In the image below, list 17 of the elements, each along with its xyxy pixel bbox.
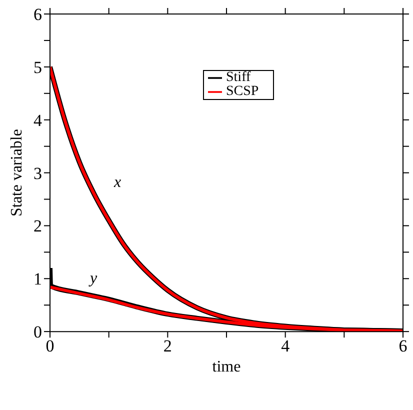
y-tick-label: 5 [34,58,42,77]
y-tick-label: 2 [34,216,42,236]
y-tick-label: 0 [34,322,42,342]
legend-label: SCSP [226,84,259,100]
x-tick-label: 0 [46,336,54,356]
x-tick-label: 2 [163,336,172,356]
y-tick-label: 1 [34,270,42,289]
legend-label: Stiff [226,70,251,86]
x-tick-label: 6 [398,336,408,356]
annotation: y [90,270,98,288]
x-axis-title: time [212,358,241,376]
y-axis-title: State variable [8,129,26,217]
x-tick-label: 4 [281,336,290,356]
annotation: x [114,174,122,192]
y-tick-label: 3 [34,164,42,183]
y-tick-label: 4 [34,110,42,130]
y-tick-label: 6 [34,5,42,24]
